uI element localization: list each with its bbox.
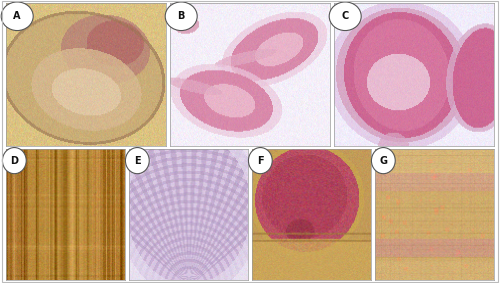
Text: F: F <box>257 156 264 166</box>
Text: A: A <box>14 11 21 21</box>
Circle shape <box>329 2 361 31</box>
Text: G: G <box>380 156 388 166</box>
Circle shape <box>1 2 33 31</box>
Text: B: B <box>178 11 185 21</box>
Text: C: C <box>342 11 349 21</box>
Circle shape <box>248 147 272 174</box>
Circle shape <box>2 147 26 174</box>
Circle shape <box>126 147 149 174</box>
Circle shape <box>165 2 197 31</box>
Circle shape <box>372 147 395 174</box>
Text: D: D <box>10 156 18 166</box>
Text: E: E <box>134 156 140 166</box>
